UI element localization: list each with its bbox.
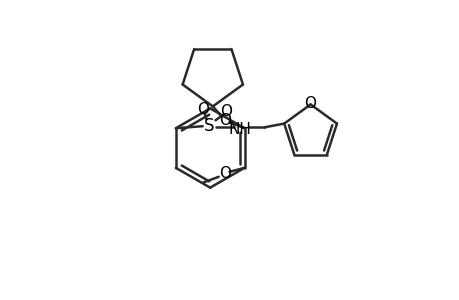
Text: S: S: [204, 117, 214, 135]
Text: O: O: [304, 96, 316, 111]
Text: O: O: [197, 102, 209, 117]
Text: O: O: [218, 113, 230, 128]
Text: O: O: [218, 166, 230, 181]
Text: NH: NH: [228, 122, 251, 137]
Text: O: O: [220, 104, 232, 119]
